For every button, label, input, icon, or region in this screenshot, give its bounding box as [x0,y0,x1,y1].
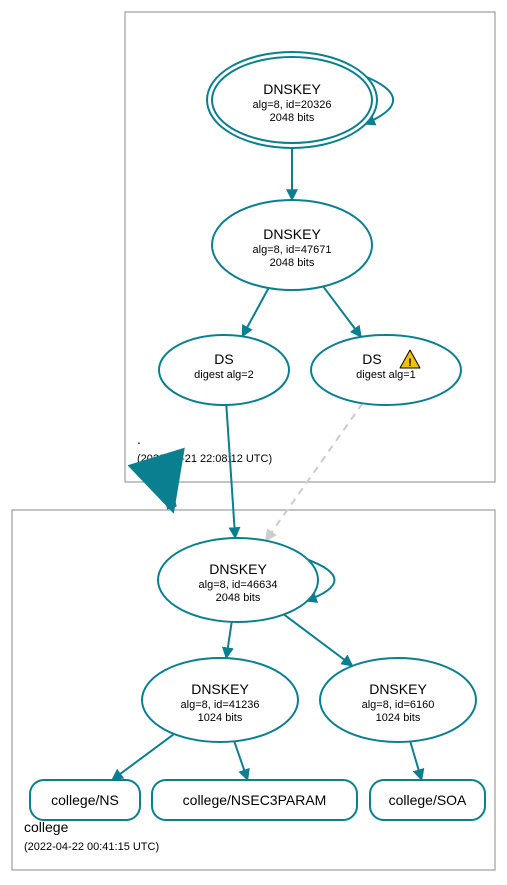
node-college_zsk1-title: DNSKEY [191,681,249,697]
zone-timestamp-college: (2022-04-22 00:41:15 UTC) [24,841,159,853]
node-rr_soa-label: college/SOA [389,792,467,808]
node-ds2[interactable]: DS digest alg=2 [159,335,289,405]
node-college_zsk1-line-0: alg=8, id=41236 [181,699,260,711]
edge-college_ksk-college_zsk2 [284,614,353,665]
edge-college_zsk1-rr_nsec3 [234,741,247,780]
zone-label-root: . [137,431,141,447]
node-root_zsk-line-1: 2048 bits [270,257,315,269]
edge-root_zsk-ds1 [323,286,361,337]
edge-root_zsk-ds2 [242,288,268,336]
node-college_ksk-title: DNSKEY [209,561,267,577]
nodes: DNSKEYalg=8, id=203262048 bitsDNSKEYalg=… [30,52,485,820]
node-root_ksk[interactable]: DNSKEY alg=8, id=203262048 bits [207,52,377,148]
node-ds1[interactable]: DS!digest alg=1 [311,335,461,405]
node-rr_nsec3-label: college/NSEC3PARAM [183,792,327,808]
node-college_zsk1-line-1: 1024 bits [198,712,243,724]
node-ds1-line-0: digest alg=1 [356,369,416,381]
edge-ds1-college_ksk [266,403,363,540]
node-rr_nsec3[interactable]: college/NSEC3PARAM [152,780,357,820]
node-root_ksk-line-0: alg=8, id=20326 [253,99,332,111]
edge-ds2-college_ksk [226,405,235,538]
node-college_ksk-line-0: alg=8, id=46634 [199,579,278,591]
edge-college_zsk1-rr_ns [112,734,174,780]
node-college_zsk2-line-0: alg=8, id=6160 [362,699,435,711]
node-college_zsk2[interactable]: DNSKEY alg=8, id=61601024 bits [320,658,476,742]
node-college_zsk2-line-1: 1024 bits [376,712,421,724]
node-root_zsk-line-0: alg=8, id=47671 [253,244,332,256]
node-college_ksk[interactable]: DNSKEY alg=8, id=466342048 bits [158,538,318,622]
svg-text:!: ! [408,357,412,369]
node-root_zsk[interactable]: DNSKEY alg=8, id=476712048 bits [212,200,372,290]
node-root_ksk-line-1: 2048 bits [270,112,315,124]
node-rr_ns-label: college/NS [51,792,119,808]
node-rr_ns[interactable]: college/NS [30,780,140,820]
dnssec-graph: . (2022-04-21 22:08:12 UTC) college (2022-0… [0,0,507,885]
zone-timestamp-root: (2022-04-21 22:08:12 UTC) [137,453,272,465]
node-root_ksk-title: DNSKEY [263,81,321,97]
edge-college_zsk2-rr_soa [410,741,421,780]
node-rr_soa[interactable]: college/SOA [370,780,485,820]
node-college_zsk1[interactable]: DNSKEY alg=8, id=412361024 bits [142,658,298,742]
zone-delegation-arrow [169,475,172,508]
node-college_ksk-line-1: 2048 bits [216,592,261,604]
node-ds2-title: DS [214,351,233,367]
edge-college_ksk-college_zsk1 [226,622,231,658]
node-college_zsk2-title: DNSKEY [369,681,427,697]
zone-label-college: college [24,819,69,835]
node-ds2-line-0: digest alg=2 [194,369,254,381]
node-root_zsk-title: DNSKEY [263,226,321,242]
node-ds1-title: DS [362,351,381,367]
